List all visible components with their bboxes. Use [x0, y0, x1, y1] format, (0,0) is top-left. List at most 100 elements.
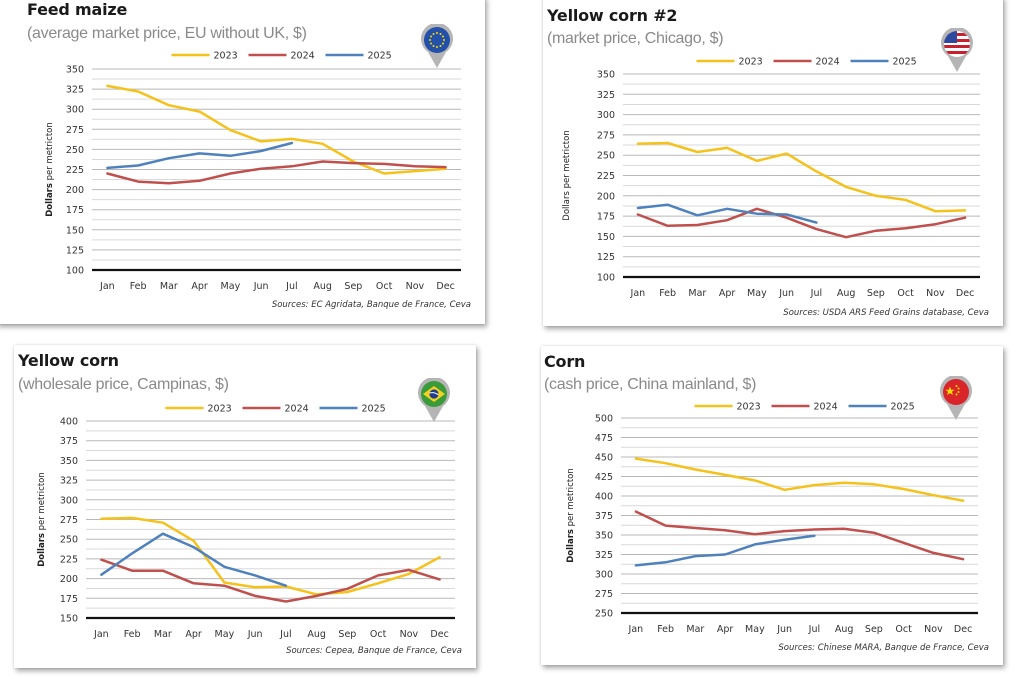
x-tick-label: Aug — [837, 288, 856, 299]
y-tick-label: 225 — [597, 171, 615, 182]
x-tick-label: Jul — [279, 629, 291, 640]
x-tick-label: Nov — [924, 624, 943, 635]
x-tick-label: Jul — [808, 624, 820, 635]
brazil-flag-icon — [418, 378, 450, 422]
x-tick-label: Apr — [719, 288, 736, 299]
x-tick-label: Apr — [717, 624, 734, 635]
line-chart-yellow-corn-chicago: 100 125 150 175 200 225 250 275 300 325 350 Jan Feb M… — [562, 57, 980, 299]
x-tick-label: Feb — [130, 281, 147, 292]
x-tick-label: Mar — [160, 281, 178, 292]
x-tick-label: Oct — [376, 281, 393, 292]
x-tick-label: Apr — [185, 629, 202, 640]
y-tick-label: 350 — [597, 70, 615, 81]
legend-label-2025: 2025 — [891, 402, 915, 413]
legend-label-2023: 2023 — [214, 51, 238, 62]
y-tick-label: 350 — [66, 65, 84, 76]
y-tick-label: 350 — [595, 531, 613, 542]
series-line-2025 — [634, 534, 816, 567]
y-tick-label: 400 — [595, 492, 613, 503]
y-tick-label: 225 — [66, 165, 84, 176]
y-tick-label: 400 — [60, 417, 78, 428]
x-tick-label: Sep — [344, 281, 362, 292]
y-tick-label: 325 — [60, 476, 78, 487]
x-tick-label: Aug — [313, 281, 332, 292]
series-line-2024 — [636, 207, 967, 239]
chart-source: Sources: USDA ARS Feed Grains database, … — [783, 308, 989, 318]
x-tick-label: Jan — [630, 288, 646, 299]
x-tick-label: Nov — [406, 281, 425, 292]
legend-label-2024: 2024 — [291, 51, 315, 62]
chart-source: Sources: EC Agridata, Banque de France, … — [271, 300, 471, 310]
legend-label-2024: 2024 — [816, 57, 840, 68]
x-tick-label: Jun — [253, 281, 269, 292]
x-tick-label: Jun — [776, 624, 792, 635]
legend-label-2025: 2025 — [362, 404, 386, 415]
chart-subtitle: (market price, Chicago, $) — [547, 30, 724, 47]
y-tick-label: 175 — [597, 212, 615, 223]
y-tick-label: 325 — [66, 85, 84, 96]
series-line-2025 — [106, 141, 294, 170]
legend-label-2024: 2024 — [814, 402, 838, 413]
y-tick-label: 350 — [60, 456, 78, 467]
y-tick-label: 200 — [60, 574, 78, 585]
x-tick-label: Jul — [285, 281, 297, 292]
legend-label-2023: 2023 — [737, 402, 761, 413]
x-tick-label: May — [747, 288, 767, 299]
x-tick-label: Oct — [897, 288, 914, 299]
y-tick-label: 175 — [66, 205, 84, 216]
y-tick-label: 250 — [60, 535, 78, 546]
chart-title: Feed maize — [27, 0, 128, 19]
legend-label-2023: 2023 — [208, 404, 232, 415]
x-tick-label: Sep — [867, 288, 885, 299]
us-flag-icon — [941, 28, 973, 72]
chart-subtitle: (cash price, China mainland, $) — [544, 376, 757, 393]
chart-card-corn-china: Corn (cash price, China mainland, $) 250… — [541, 346, 1003, 665]
y-tick-label: 200 — [66, 185, 84, 196]
y-tick-label: 275 — [60, 515, 78, 526]
y-axis-label: Dollars per metricton — [45, 122, 55, 217]
x-tick-label: Nov — [400, 629, 419, 640]
chart-subtitle: (wholesale price, Campinas, $) — [18, 376, 229, 393]
x-tick-label: Mar — [154, 629, 172, 640]
x-tick-label: Jan — [93, 629, 109, 640]
x-tick-label: Jan — [99, 281, 115, 292]
y-tick-label: 300 — [66, 105, 84, 116]
x-tick-label: Dec — [956, 288, 974, 299]
chart-subtitle: (average market price, EU without UK, $) — [27, 25, 307, 42]
y-axis-label: Dollars per metricton — [566, 468, 576, 563]
x-tick-label: Aug — [835, 624, 854, 635]
x-tick-label: Jul — [810, 288, 822, 299]
china-flag-icon — [940, 376, 972, 420]
x-tick-label: Mar — [686, 624, 704, 635]
line-chart-corn-china: 250 275 300 325 350 375 400 425 450 475 500 Jan Feb M… — [566, 402, 978, 635]
chart-source: Sources: Chinese MARA, Banque de France,… — [778, 643, 989, 653]
x-tick-label: Dec — [436, 281, 454, 292]
y-tick-label: 200 — [597, 191, 615, 202]
series-line-2023 — [100, 516, 441, 596]
x-tick-label: May — [221, 281, 241, 292]
x-tick-label: May — [745, 624, 765, 635]
x-tick-label: Jun — [778, 288, 794, 299]
series-line-2024 — [106, 160, 447, 185]
chart-title: Yellow corn — [18, 351, 119, 370]
y-tick-label: 250 — [66, 145, 84, 156]
chart-card-feed-maize: Feed maize (average market price, EU wit… — [0, 0, 485, 324]
chart-card-yellow-corn-chicago: Yellow corn #2 (market price, Chicago, $… — [543, 0, 1003, 326]
y-tick-label: 100 — [597, 273, 615, 284]
chart-card-yellow-corn-campinas: Yellow corn (wholesale price, Campinas, … — [14, 345, 476, 668]
legend-label-2025: 2025 — [368, 51, 392, 62]
y-tick-label: 125 — [597, 252, 615, 263]
legend-label-2023: 2023 — [739, 57, 763, 68]
line-chart-feed-maize: 100 125 150 175 200 225 250 275 300 325 350 Jan Feb M… — [45, 51, 461, 292]
x-tick-label: Feb — [124, 629, 141, 640]
x-tick-label: Feb — [657, 624, 674, 635]
x-tick-label: Dec — [954, 624, 972, 635]
y-tick-label: 100 — [66, 266, 84, 277]
x-tick-label: Feb — [659, 288, 676, 299]
y-tick-label: 475 — [595, 433, 613, 444]
x-tick-label: Oct — [370, 629, 387, 640]
y-tick-label: 375 — [595, 511, 613, 522]
series-line-2024 — [634, 510, 965, 561]
y-tick-label: 300 — [595, 570, 613, 581]
x-tick-label: Dec — [430, 629, 448, 640]
